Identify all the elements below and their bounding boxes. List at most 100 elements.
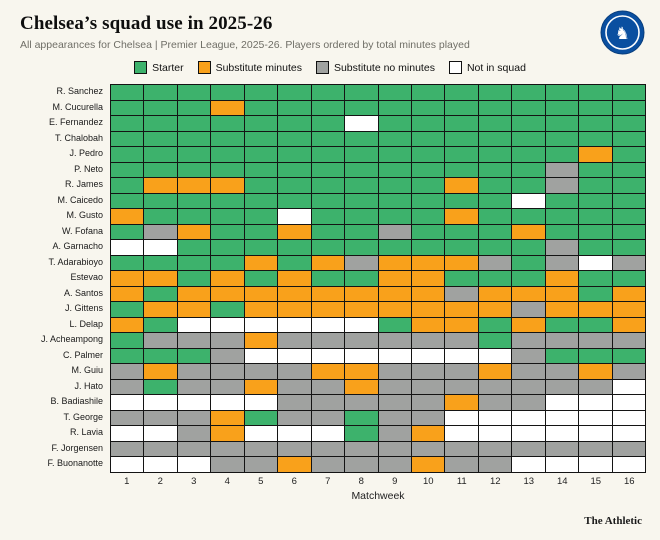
not_in_squad-swatch [448, 61, 462, 74]
grid-cell [579, 395, 613, 411]
player-label: M. Cucurella [52, 101, 103, 112]
axis-tick: 12 [489, 475, 501, 487]
grid-cell [411, 364, 446, 380]
grid-cell [478, 85, 513, 101]
grid-cell [612, 441, 646, 457]
grid-cell [211, 147, 245, 163]
grid-cell [512, 255, 546, 271]
grid-cell [345, 271, 379, 287]
player-label: J. Acheampong [40, 334, 103, 344]
grid-cell [211, 224, 245, 240]
grid-cell [545, 240, 580, 256]
grid-cell [144, 364, 178, 380]
grid-cell [311, 364, 346, 380]
player-label: B. Badiashile [50, 396, 103, 406]
grid-cell [111, 333, 145, 349]
grid-cell [111, 193, 145, 209]
grid-cell [545, 441, 580, 457]
chelsea-crest-icon: ♞ [600, 10, 645, 55]
grid-cell [478, 162, 513, 178]
grid-cell [211, 426, 245, 442]
grid-cell [512, 240, 546, 256]
grid-cell [311, 317, 346, 333]
grid-cell [311, 271, 346, 287]
grid-cell [278, 286, 312, 302]
grid-cell [579, 147, 613, 163]
grid-cell [345, 286, 379, 302]
grid-cell [411, 317, 446, 333]
grid-cell [512, 85, 546, 101]
grid-cell [579, 193, 613, 209]
grid-cell [612, 333, 646, 349]
grid-cell [445, 100, 479, 116]
grid-cell [311, 286, 346, 302]
grid-cell [278, 178, 312, 194]
grid-cell [512, 116, 546, 132]
grid-cell [244, 240, 279, 256]
grid-cell [111, 85, 145, 101]
grid-cell [445, 131, 479, 147]
grid-cell [345, 193, 379, 209]
grid-cell [545, 131, 580, 147]
substitute_minutes-swatch [197, 61, 211, 74]
grid-cell [545, 255, 580, 271]
starter-swatch [134, 61, 148, 74]
grid-cell [278, 116, 312, 132]
grid-cell [177, 255, 212, 271]
grid-cell [311, 209, 346, 225]
legend-label: Starter [152, 61, 184, 74]
svg-text:♞: ♞ [615, 24, 630, 44]
grid-cell [144, 379, 178, 395]
grid-cell [177, 178, 212, 194]
grid-cell [378, 317, 412, 333]
grid-cell [144, 240, 178, 256]
grid-cell [278, 348, 312, 364]
grid-cell [345, 457, 379, 473]
grid-cell [478, 240, 513, 256]
player-label: R. Lavia [69, 427, 103, 437]
grid-cell [111, 255, 145, 271]
grid-cell [278, 240, 312, 256]
player-label: R. James [64, 179, 103, 189]
grid-cell [512, 131, 546, 147]
grid-cell [244, 379, 279, 395]
grid-cell [311, 224, 346, 240]
grid-cell [177, 209, 212, 225]
player-label: M. Guiu [71, 365, 103, 375]
grid-cell [478, 271, 513, 287]
grid-cell [278, 410, 312, 426]
grid-cell [445, 317, 479, 333]
grid-cell [378, 162, 412, 178]
player-label: F. Buonanotte [47, 458, 103, 468]
grid-cell [612, 193, 646, 209]
grid-cell [545, 193, 580, 209]
x-axis: 1 2 3 4 5 6 7 8 9 10 11 12 13 14 15 16 [110, 476, 646, 487]
grid-cell [345, 162, 379, 178]
grid-cell [512, 441, 546, 457]
grid-cell [579, 178, 613, 194]
grid-cell [144, 147, 178, 163]
grid [110, 84, 646, 473]
grid-cell [111, 131, 145, 147]
grid-cell [612, 240, 646, 256]
grid-cell [378, 240, 412, 256]
grid-cell [478, 178, 513, 194]
grid-cell [378, 441, 412, 457]
grid-cell [211, 240, 245, 256]
grid-cell [177, 441, 212, 457]
grid-cell [512, 379, 546, 395]
grid-cell [579, 85, 613, 101]
grid-cell [445, 395, 479, 411]
grid-cell [111, 395, 145, 411]
grid-cell [579, 364, 613, 380]
player-label: R. Sanchez [56, 86, 103, 96]
grid-cell [177, 271, 212, 287]
grid-cell [177, 193, 212, 209]
grid-cell [612, 116, 646, 132]
grid-cell [512, 457, 546, 473]
grid-cell [144, 255, 178, 271]
grid-cell [445, 333, 479, 349]
grid-cell [345, 178, 379, 194]
grid-cell [244, 193, 279, 209]
axis-tick: 14 [556, 475, 568, 487]
